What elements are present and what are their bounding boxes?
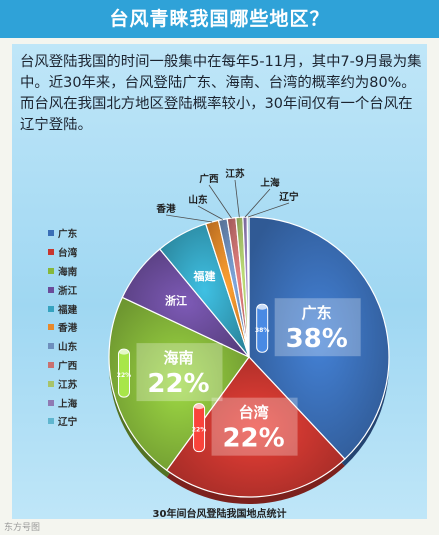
- slice-label: 江苏: [225, 168, 245, 180]
- slice-label: 浙江: [165, 293, 187, 307]
- legend-item: 香港: [48, 318, 77, 337]
- pie-slice: [248, 216, 390, 460]
- value-cylinder: [256, 303, 269, 353]
- legend-label: 台湾: [58, 248, 78, 260]
- slice-small-value: 22%: [192, 427, 206, 434]
- legend-item: 江苏: [48, 374, 77, 393]
- legend-item: 台湾: [48, 243, 77, 262]
- chart-legend: 广东台湾海南浙江福建香港山东广西江苏上海辽宁: [48, 224, 77, 431]
- cylinder-cap: [118, 349, 129, 355]
- legend-label: 福建: [58, 304, 78, 316]
- legend-item: 海南: [48, 262, 77, 281]
- slice-label: 广东: [302, 304, 332, 322]
- legend-swatch: [48, 418, 54, 425]
- legend-swatch: [48, 324, 54, 331]
- leader-line: [197, 205, 223, 220]
- legend-swatch: [48, 361, 54, 368]
- legend-label: 江苏: [58, 379, 78, 391]
- leader-line: [165, 214, 213, 223]
- legend-item: 福建: [48, 299, 77, 318]
- cylinder-cap: [194, 404, 205, 410]
- slice-small-value: 22%: [117, 372, 131, 379]
- legend-item: 上海: [48, 393, 77, 412]
- legend-label: 山东: [58, 342, 78, 354]
- label-box: [211, 397, 298, 456]
- value-cylinder: [193, 403, 206, 453]
- legend-swatch: [48, 305, 54, 312]
- legend-item: 辽宁: [48, 412, 77, 431]
- legend-swatch: [48, 399, 54, 406]
- legend-item: 广东: [48, 224, 77, 243]
- legend-swatch: [48, 249, 54, 256]
- watermark: 东方号图: [4, 523, 41, 533]
- value-cylinder: [117, 348, 130, 398]
- cylinder-cap: [257, 304, 268, 310]
- leader-line: [244, 188, 271, 218]
- slice-label: 海南: [163, 349, 193, 367]
- intro-text: 台风登陆我国的时间一般集中在每年5-11月，其中7-9月最为集中。近30年来，台…: [20, 54, 422, 133]
- legend-label: 海南: [58, 266, 78, 278]
- leader-line: [234, 179, 240, 218]
- slice-label: 山东: [188, 194, 208, 206]
- legend-swatch: [48, 267, 54, 274]
- legend-label: 上海: [58, 398, 78, 410]
- slice-label: 福建: [192, 269, 216, 283]
- legend-label: 香港: [58, 323, 78, 335]
- legend-label: 广西: [58, 360, 78, 372]
- legend-swatch: [48, 286, 54, 293]
- chart-caption: 30年间台风登陆我国地点统计: [152, 509, 287, 520]
- legend-item: 广西: [48, 356, 77, 375]
- leader-line: [247, 202, 290, 218]
- legend-swatch: [48, 380, 54, 387]
- legend-label: 广东: [58, 229, 78, 241]
- header-title: 台风青睐我国哪些地区？: [0, 0, 439, 38]
- slice-value: 22%: [222, 424, 284, 454]
- leader-line: [208, 184, 232, 219]
- label-box: [274, 298, 361, 357]
- slice-label: 辽宁: [279, 191, 299, 203]
- slice-value: 22%: [147, 369, 209, 399]
- label-box: [136, 343, 223, 402]
- pie-slice: [165, 356, 346, 498]
- legend-swatch: [48, 343, 54, 350]
- slice-label: 香港: [155, 203, 176, 215]
- slice-label: 广西: [199, 173, 219, 185]
- slice-value: 38%: [286, 324, 348, 354]
- slice-label: 上海: [260, 177, 280, 189]
- slice-small-value: 38%: [255, 327, 269, 334]
- slice-label: 台湾: [239, 404, 269, 422]
- legend-swatch: [48, 230, 54, 237]
- legend-item: 浙江: [48, 280, 77, 299]
- legend-item: 山东: [48, 337, 77, 356]
- legend-label: 辽宁: [58, 417, 78, 429]
- legend-label: 浙江: [58, 285, 78, 297]
